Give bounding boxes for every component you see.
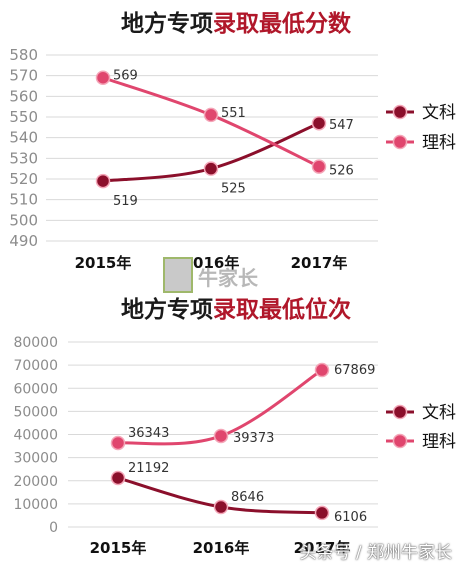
data-label: 551 <box>221 106 246 121</box>
data-point <box>213 499 229 515</box>
chart-title-score: 地方专项录取最低分数 <box>0 4 472 38</box>
y-tick-label: 530 <box>9 149 38 167</box>
data-point <box>311 159 327 174</box>
y-tick-label: 550 <box>9 108 38 126</box>
data-label: 519 <box>113 194 138 209</box>
y-tick-label: 60000 <box>13 381 58 397</box>
legend-marker <box>392 433 408 449</box>
watermark: 头条号 / 郑州牛家长 <box>299 543 452 563</box>
y-tick-label: 580 <box>9 46 38 64</box>
logo-text: 牛家长 <box>198 266 258 290</box>
x-tick-label: 2017年 <box>291 254 348 272</box>
legend-label: 理科 <box>422 432 456 452</box>
data-point <box>95 173 111 189</box>
legend-marker <box>392 404 408 420</box>
data-point <box>95 70 111 85</box>
x-tick-label: 2017年 <box>294 539 351 557</box>
data-point <box>203 107 219 123</box>
data-point <box>314 505 330 521</box>
data-label: 6106 <box>334 510 367 525</box>
y-tick-label: 70000 <box>13 358 58 374</box>
title-part-black: 地方专项 <box>121 11 213 37</box>
legend-label: 文科 <box>422 103 456 123</box>
data-point <box>110 435 126 451</box>
data-label: 67869 <box>334 363 375 378</box>
y-tick-label: 40000 <box>13 428 58 444</box>
title-part-black: 地方专项 <box>121 297 213 323</box>
data-point <box>314 362 330 378</box>
data-label: 547 <box>329 118 354 133</box>
y-tick-label: 570 <box>9 67 38 85</box>
y-tick-label: 520 <box>9 170 38 188</box>
title-part-red: 录取最低位次 <box>213 297 351 323</box>
legend-marker <box>392 104 408 120</box>
data-label: 39373 <box>233 431 274 446</box>
logo-icon <box>163 257 193 293</box>
x-tick-label: 2016年 <box>193 539 250 557</box>
data-point <box>203 161 219 176</box>
data-point <box>110 470 126 486</box>
data-point <box>213 428 229 444</box>
x-tick-label: 2015年 <box>75 254 132 272</box>
y-tick-label: 510 <box>9 191 38 209</box>
data-label: 526 <box>329 164 354 179</box>
y-tick-label: 0 <box>49 520 58 536</box>
data-label: 21192 <box>128 461 169 476</box>
y-tick-label: 20000 <box>13 474 58 490</box>
title-part-red: 录取最低分数 <box>213 11 351 37</box>
y-tick-label: 30000 <box>13 451 58 467</box>
x-tick-label: 2016年 <box>183 254 240 272</box>
score-line-chart: 490 500 510 520 530 540 550 560 570 580 2015年 2016年… <box>9 46 456 272</box>
data-label: 525 <box>221 182 246 197</box>
y-tick-label: 490 <box>9 232 38 250</box>
y-tick-label: 540 <box>9 129 38 147</box>
data-label: 8646 <box>231 490 264 505</box>
y-tick-label: 80000 <box>13 335 58 351</box>
legend-marker <box>392 134 408 150</box>
legend-label: 理科 <box>422 133 456 153</box>
y-tick-label: 50000 <box>13 404 58 420</box>
legend-label: 文科 <box>422 403 456 423</box>
data-label: 569 <box>113 69 138 84</box>
y-tick-label: 10000 <box>13 497 58 513</box>
y-tick-label: 500 <box>9 211 38 229</box>
data-point <box>311 115 327 131</box>
y-tick-label: 560 <box>9 87 38 105</box>
chart-title-rank: 地方专项录取最低位次 <box>0 290 472 324</box>
x-tick-label: 2015年 <box>90 539 147 557</box>
data-label: 36343 <box>128 426 169 441</box>
